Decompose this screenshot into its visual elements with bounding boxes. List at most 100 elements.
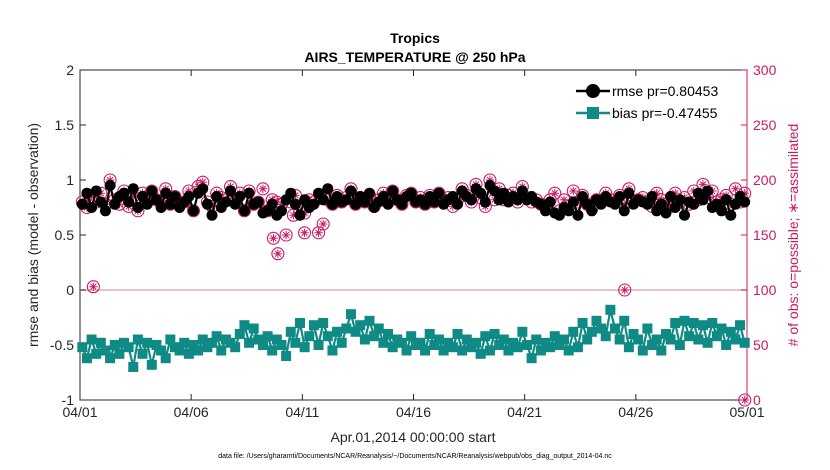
bias-point	[647, 340, 658, 350]
bias-point	[188, 340, 199, 350]
bias-point	[559, 334, 570, 345]
obs-possible-marker	[618, 283, 632, 297]
rmse-point	[76, 198, 88, 210]
bias-point	[572, 342, 583, 353]
bias-point	[290, 337, 301, 348]
bias-point	[494, 340, 505, 350]
bias-point	[526, 353, 537, 364]
rmse-point	[90, 185, 102, 197]
rmse-point	[132, 202, 144, 213]
bias-point	[253, 334, 264, 345]
bias-point	[355, 320, 366, 331]
rmse-point	[104, 180, 116, 191]
rmse-point	[516, 185, 528, 197]
rmse-point	[252, 196, 264, 208]
rmse-point	[646, 191, 658, 202]
bias-point	[457, 345, 468, 356]
bias-point	[568, 326, 579, 337]
obs-assimilated-marker	[740, 189, 749, 198]
bias-point	[369, 331, 380, 342]
rmse-point	[81, 187, 93, 199]
rmse-point	[563, 205, 575, 217]
bias-point	[207, 337, 218, 348]
bias-point	[503, 345, 514, 356]
rmse-point	[452, 198, 464, 210]
rmse-point	[618, 205, 630, 217]
obs-assimilated-marker	[569, 186, 578, 196]
obs-possible-marker	[271, 247, 285, 261]
bias-point	[420, 345, 431, 356]
rmse-point	[720, 194, 732, 206]
obs-assimilated-marker	[277, 200, 286, 209]
rmse-point	[739, 196, 751, 208]
rmse-point	[363, 187, 375, 199]
x-tick-label: 04/21	[507, 404, 542, 420]
axis-ticks: 04/01 04/06 04/11 04/16 04/21 04/26 05/01 -1 -0.…	[50, 62, 777, 420]
obs-assimilated-marker	[550, 189, 559, 198]
rmse-point	[340, 194, 352, 206]
bias-point	[693, 334, 704, 345]
obs-assimilated-marker	[314, 228, 323, 237]
bias-point	[387, 342, 398, 353]
bias-point	[461, 334, 472, 345]
rmse-point	[572, 209, 584, 221]
rmse-point	[322, 183, 334, 195]
bias-point	[735, 320, 746, 331]
bias-point	[596, 323, 607, 334]
y-axis-label-right: # of obs: o=possible; ∗=assimilated	[785, 124, 801, 347]
bias-point	[345, 309, 356, 320]
bias-point	[642, 323, 653, 334]
bias-point	[197, 334, 208, 345]
bias-point	[77, 342, 88, 353]
obs-assimilated-marker	[300, 228, 309, 237]
rmse-point	[183, 191, 195, 202]
obs-possible-marker	[256, 182, 270, 196]
bias-point	[248, 323, 259, 334]
bias-point	[359, 334, 370, 345]
rmse-point	[660, 207, 672, 219]
obs-possible-marker	[316, 217, 330, 231]
legend-rmse-label: rmse pr=0.80453	[612, 83, 718, 99]
rmse-point	[95, 196, 107, 208]
obs-assimilated-marker	[318, 219, 328, 229]
rmse-point	[623, 187, 635, 199]
data-file-footnote: data file: /Users/gharamti/Documents/NCA…	[218, 453, 612, 460]
bias-point	[429, 340, 440, 350]
bias-point	[95, 337, 106, 348]
obs-possible-marker	[298, 226, 312, 240]
rmse-point	[387, 185, 399, 197]
bias-point	[674, 340, 685, 350]
x-tick-label: 04/06	[174, 404, 209, 420]
bias-point	[105, 353, 116, 364]
bias-point	[702, 337, 713, 348]
bias-point	[267, 345, 278, 356]
obs-possible-marker	[311, 226, 326, 240]
rmse-point	[234, 191, 246, 202]
bias-point	[211, 331, 222, 342]
rmse-point	[220, 196, 232, 208]
rmse-point	[433, 187, 445, 199]
bias-point	[304, 331, 315, 342]
rmse-point	[489, 185, 501, 197]
rmse-series	[76, 180, 751, 221]
bias-point	[132, 334, 143, 345]
bias-point	[521, 340, 532, 350]
rmse-point	[479, 196, 491, 208]
y-axis-label-left: rmse and bias (model - observation)	[25, 123, 41, 347]
rmse-point	[99, 205, 111, 217]
bias-point	[531, 334, 542, 345]
bias-point	[396, 337, 407, 348]
bias-point	[336, 337, 347, 348]
rmse-point	[206, 209, 218, 221]
obs-assimilated-marker	[289, 211, 298, 220]
rmse-point	[345, 185, 357, 197]
obs-possible-marker	[186, 204, 201, 218]
chart-title: Tropics	[390, 30, 440, 46]
rmse-point	[141, 198, 153, 210]
bias-series	[77, 304, 750, 372]
obs-assimilated-marker	[184, 186, 194, 196]
rmse-point	[697, 194, 709, 206]
bias-point	[378, 337, 389, 348]
bias-point	[549, 331, 560, 342]
bias-point	[697, 320, 708, 331]
